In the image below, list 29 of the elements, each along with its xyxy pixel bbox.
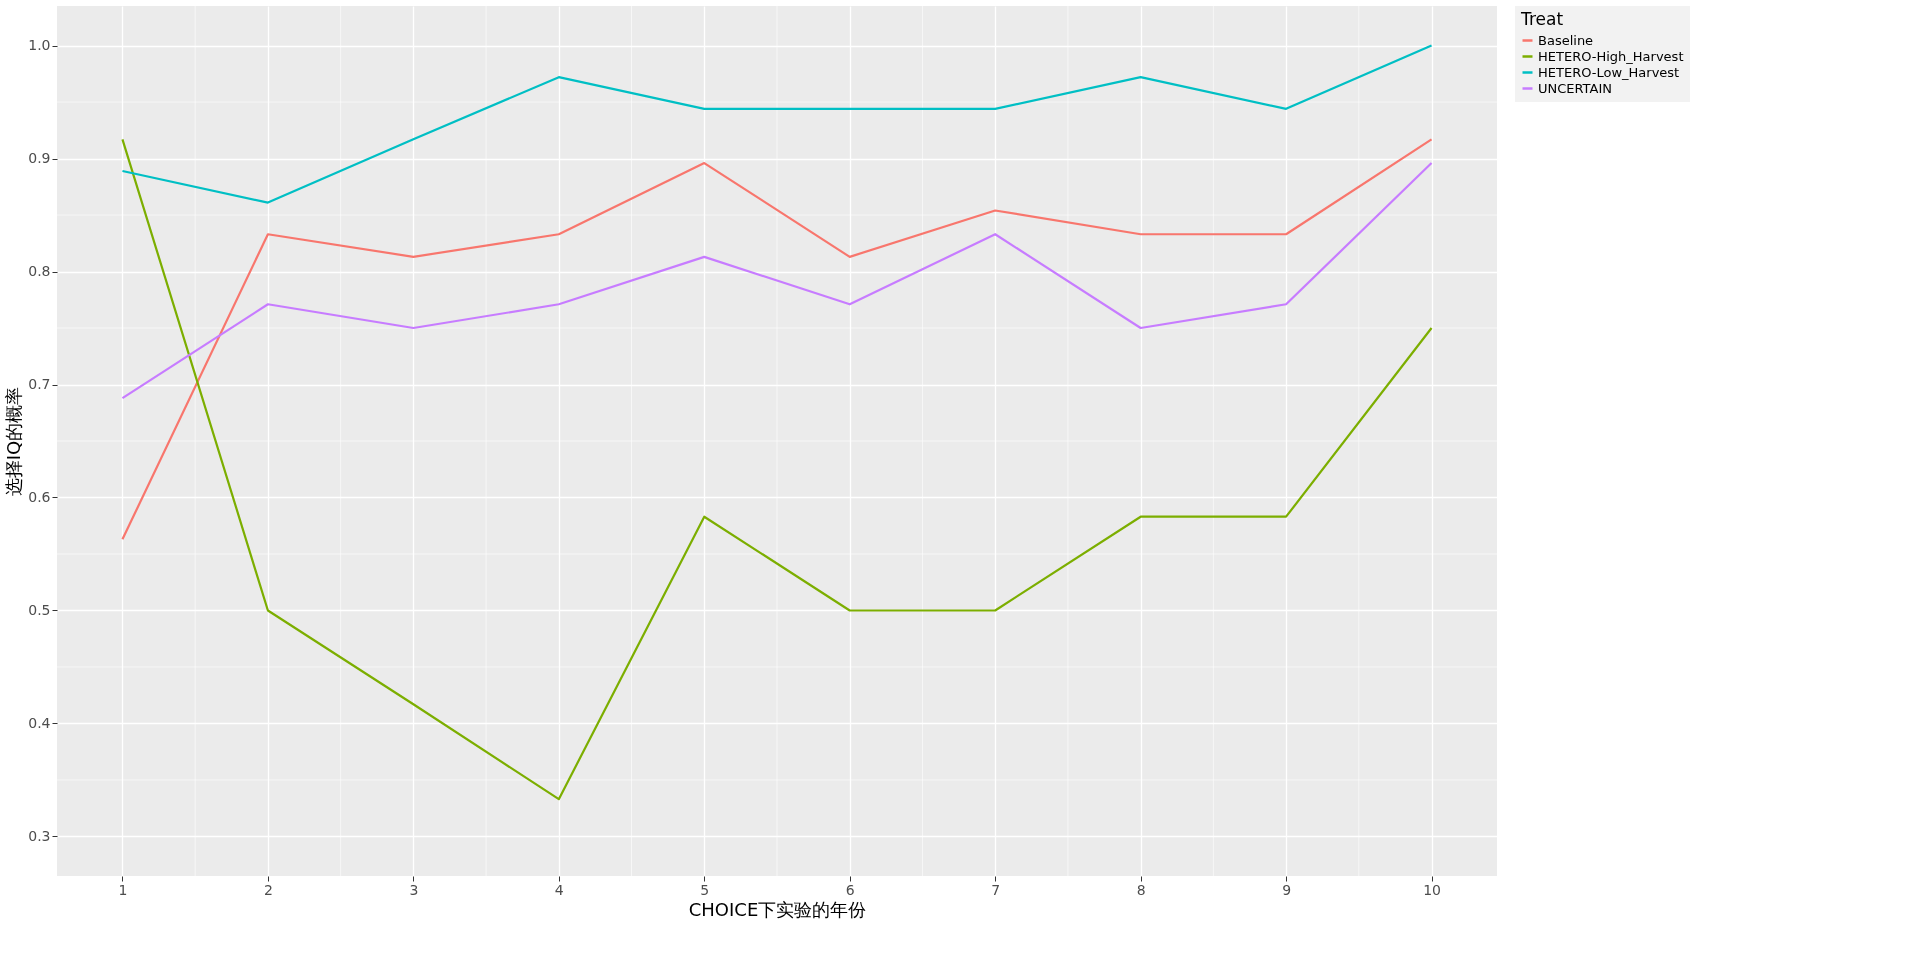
y-tick-label: 0.9 — [28, 150, 51, 167]
legend-label: HETERO-Low_Harvest — [1538, 64, 1680, 80]
x-tick-label: 8 — [1136, 881, 1146, 898]
x-tick-label: 4 — [554, 881, 564, 898]
y-tick-label: 0.7 — [28, 376, 51, 393]
x-tick-label: 2 — [263, 881, 273, 898]
legend-label: HETERO-High_Harvest — [1538, 48, 1684, 64]
line-series — [121, 44, 1433, 204]
y-tick-label: 0.3 — [28, 827, 51, 844]
y-tick-label: 0.5 — [28, 601, 51, 618]
y-axis-title: 选择IQ的概率 — [3, 386, 25, 497]
x-tick-label: 1 — [118, 881, 128, 898]
line-series — [121, 161, 1433, 400]
legend-label: UNCERTAIN — [1538, 80, 1613, 96]
x-axis-title: CHOICE下实验的年份 — [688, 898, 867, 920]
y-tick-label: 0.4 — [28, 714, 51, 731]
x-tick-label: 5 — [700, 881, 710, 898]
x-tick-label: 3 — [409, 881, 419, 898]
x-tick-label: 6 — [845, 881, 855, 898]
y-tick-label: 1.0 — [28, 37, 51, 54]
x-tick-label: 9 — [1282, 881, 1292, 898]
legend-title: Treat — [1520, 9, 1564, 29]
line-series — [121, 138, 1433, 801]
y-tick-label: 0.8 — [28, 263, 51, 280]
y-tick-label: 0.6 — [28, 488, 51, 505]
line-series — [121, 138, 1433, 541]
legend-label: Baseline — [1538, 32, 1594, 48]
x-tick-label: 10 — [1423, 881, 1441, 898]
x-tick-label: 7 — [991, 881, 1001, 898]
